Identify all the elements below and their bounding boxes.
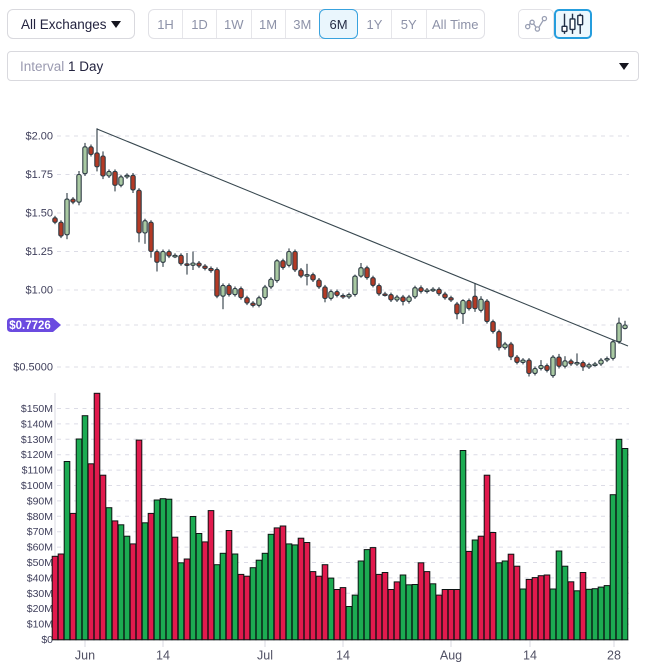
svg-text:$50M: $50M xyxy=(27,557,53,569)
svg-text:$140M: $140M xyxy=(21,418,53,430)
svg-text:14: 14 xyxy=(336,649,350,663)
svg-text:14: 14 xyxy=(523,649,537,663)
svg-text:$70M: $70M xyxy=(27,526,53,538)
svg-text:$120M: $120M xyxy=(21,449,53,461)
svg-text:$2.00: $2.00 xyxy=(25,131,53,143)
svg-text:$150M: $150M xyxy=(21,403,53,415)
svg-text:Aug: Aug xyxy=(440,649,462,663)
svg-text:$110M: $110M xyxy=(22,465,53,477)
svg-text:14: 14 xyxy=(156,649,170,663)
svg-text:$1.75: $1.75 xyxy=(25,169,53,181)
svg-text:$100M: $100M xyxy=(21,480,53,492)
svg-text:28: 28 xyxy=(607,649,621,663)
svg-text:$130M: $130M xyxy=(21,434,53,446)
svg-text:$90M: $90M xyxy=(27,495,53,507)
svg-text:$30M: $30M xyxy=(27,588,53,600)
svg-text:$40M: $40M xyxy=(27,572,53,584)
svg-text:Jun: Jun xyxy=(75,649,95,663)
svg-text:$20M: $20M xyxy=(27,603,53,615)
svg-text:$1.00: $1.00 xyxy=(25,285,53,297)
svg-text:$1.25: $1.25 xyxy=(25,246,53,258)
svg-text:$0.7726: $0.7726 xyxy=(9,320,51,332)
svg-text:$0: $0 xyxy=(41,634,53,646)
svg-text:$1.50: $1.50 xyxy=(25,208,53,220)
svg-text:$60M: $60M xyxy=(27,542,53,554)
svg-text:Jul: Jul xyxy=(257,649,273,663)
svg-text:$80M: $80M xyxy=(27,511,53,523)
svg-text:$0.5000: $0.5000 xyxy=(13,362,53,374)
svg-text:$10M: $10M xyxy=(27,619,53,631)
